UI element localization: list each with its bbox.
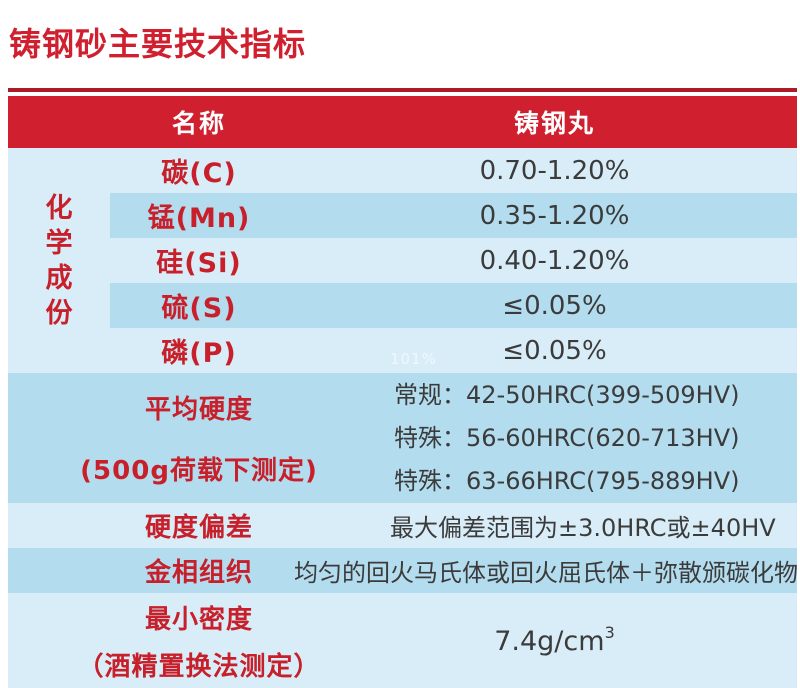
hardness-label-line2: (500g荷载下测定)	[80, 456, 318, 486]
header-value-column: 铸钢丸	[513, 109, 595, 138]
row-value: 常规：42-50HRC(399-509HV) 特殊：56-60HRC(620-7…	[390, 374, 797, 503]
table-row-minimum-density: 最小密度 （酒精置换法测定） 7.4g/cm 3	[8, 593, 797, 688]
row-label: 硅(Si)	[156, 248, 242, 279]
row-value: 0.35-1.20%	[479, 200, 630, 231]
row-label: 金相组织	[144, 558, 253, 588]
chemical-composition-group-label: 化 学 成 份	[45, 192, 73, 329]
table-row-manganese: 锰(Mn) 0.35-1.20%	[8, 193, 797, 238]
density-value-exponent: 3	[604, 622, 615, 642]
row-label: 最小密度 （酒精置换法测定）	[8, 599, 390, 683]
row-label: 硫(S)	[161, 293, 237, 324]
table-row-sulfur: 硫(S) ≤0.05%	[8, 283, 797, 328]
row-label: 锰(Mn)	[147, 203, 251, 234]
row-value: ≤0.05%	[502, 290, 607, 321]
row-label: 碳(C)	[161, 158, 237, 189]
table-row-carbon: 碳(C) 0.70-1.20%	[8, 148, 797, 193]
row-value: ≤0.05%	[502, 335, 607, 366]
header-name-column: 名称	[171, 109, 226, 138]
page-title: 铸钢砂主要技术指标	[9, 25, 307, 63]
density-label-line2: （酒精置换法测定）	[77, 652, 321, 682]
row-value: 7.4g/cm 3	[390, 622, 797, 657]
hardness-line-special-1: 特殊：56-60HRC(620-713HV)	[394, 423, 740, 452]
row-label: 硬度偏差	[144, 513, 253, 543]
table-row-metallographic-structure: 金相组织 均匀的回火马氏体或回火屈氏体＋弥散颁碳化物	[8, 548, 798, 593]
table-row-average-hardness: 平均硬度 (500g荷载下测定) 常规：42-50HRC(399-509HV) …	[8, 373, 797, 503]
watermark-text: 101%	[390, 350, 437, 368]
row-label: 平均硬度 (500g荷载下测定)	[8, 389, 390, 487]
table-row-hardness-deviation: 硬度偏差 最大偏差范围为±3.0HRC或±40HV	[8, 503, 797, 548]
row-label: 磷(P)	[161, 338, 237, 369]
hardness-line-special-2: 特殊：63-66HRC(795-889HV)	[394, 466, 740, 495]
density-label-line1: 最小密度	[144, 605, 253, 635]
density-value: 7.4g/cm	[494, 625, 605, 657]
row-value: 均匀的回火马氏体或回火屈氏体＋弥散颁碳化物	[294, 559, 798, 587]
chemical-composition-section: 碳(C) 0.70-1.20% 锰(Mn) 0.35-1.20% 硅(Si) 0…	[8, 148, 797, 373]
row-value: 最大偏差范围为±3.0HRC或±40HV	[390, 514, 776, 542]
table-row-silicon: 硅(Si) 0.40-1.20%	[8, 238, 797, 283]
table-row-phosphorus: 磷(P) ≤0.05%	[8, 328, 797, 373]
row-value: 0.70-1.20%	[479, 155, 630, 186]
hardness-label-line1: 平均硬度	[144, 395, 253, 425]
row-value: 0.40-1.20%	[479, 245, 630, 276]
table-top-rule	[8, 88, 797, 92]
spec-table: 名称 铸钢丸 碳(C) 0.70-1.20% 锰(Mn) 0.35-1.20% …	[8, 96, 798, 688]
table-header-row: 名称 铸钢丸	[8, 96, 797, 148]
hardness-line-normal: 常规：42-50HRC(399-509HV)	[394, 380, 740, 409]
